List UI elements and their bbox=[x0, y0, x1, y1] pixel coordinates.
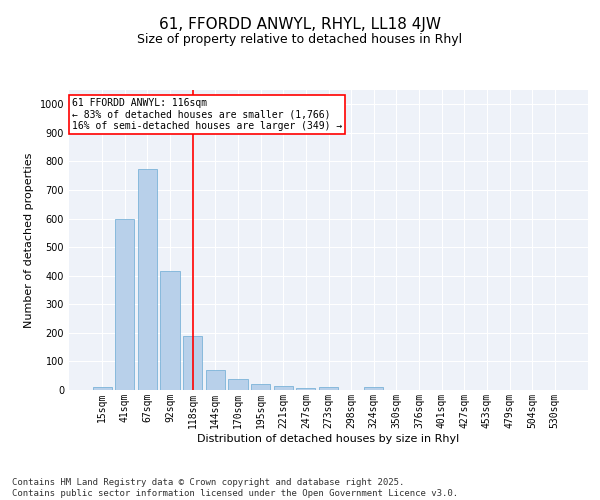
Text: Contains HM Land Registry data © Crown copyright and database right 2025.
Contai: Contains HM Land Registry data © Crown c… bbox=[12, 478, 458, 498]
X-axis label: Distribution of detached houses by size in Rhyl: Distribution of detached houses by size … bbox=[197, 434, 460, 444]
Bar bbox=[160, 272, 180, 390]
Bar bbox=[251, 384, 270, 390]
Bar bbox=[183, 336, 202, 390]
Text: 61 FFORDD ANWYL: 116sqm
← 83% of detached houses are smaller (1,766)
16% of semi: 61 FFORDD ANWYL: 116sqm ← 83% of detache… bbox=[71, 98, 342, 130]
Bar bbox=[206, 370, 225, 390]
Bar bbox=[296, 388, 316, 390]
Bar bbox=[319, 386, 338, 390]
Bar bbox=[274, 386, 293, 390]
Bar bbox=[364, 386, 383, 390]
Bar bbox=[115, 218, 134, 390]
Text: 61, FFORDD ANWYL, RHYL, LL18 4JW: 61, FFORDD ANWYL, RHYL, LL18 4JW bbox=[159, 18, 441, 32]
Bar bbox=[138, 168, 157, 390]
Bar bbox=[92, 387, 112, 390]
Y-axis label: Number of detached properties: Number of detached properties bbox=[24, 152, 34, 328]
Bar bbox=[229, 378, 248, 390]
Text: Size of property relative to detached houses in Rhyl: Size of property relative to detached ho… bbox=[137, 32, 463, 46]
